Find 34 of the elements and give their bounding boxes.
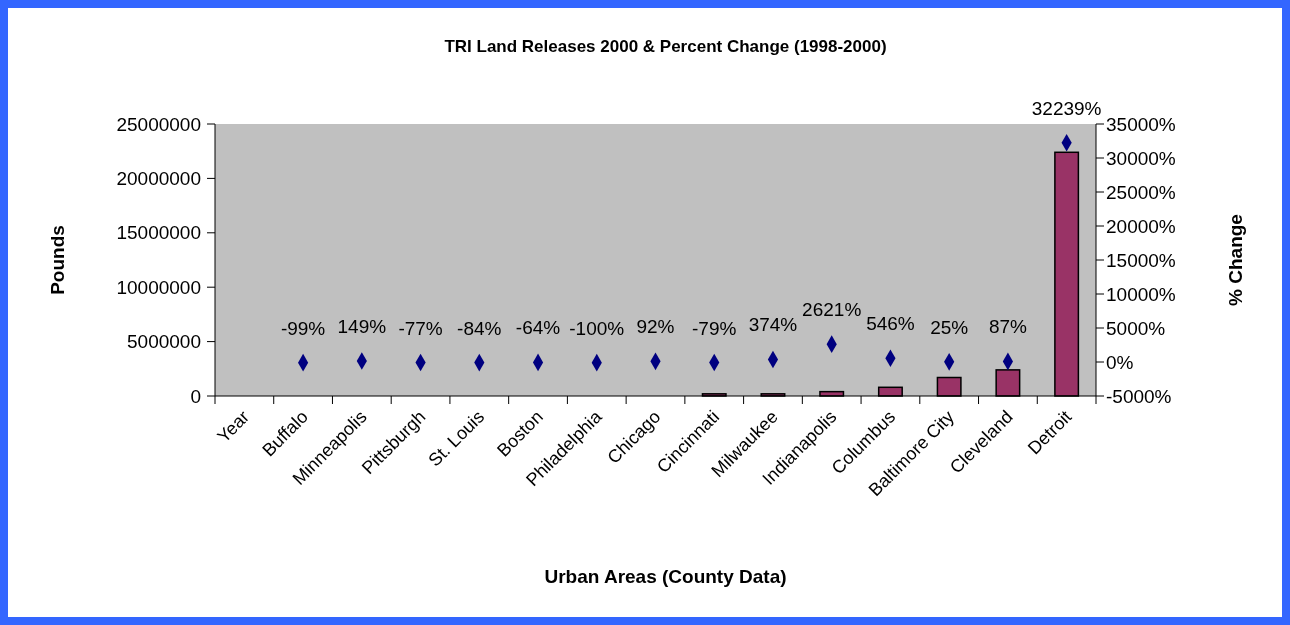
data-label: 149% bbox=[337, 315, 387, 337]
y2-tick-label: 15000% bbox=[1106, 249, 1176, 271]
x-tick-label: Year bbox=[213, 406, 254, 447]
x-axis-title: Urban Areas (County Data) bbox=[544, 566, 787, 587]
data-label: 546% bbox=[866, 313, 915, 335]
data-label: -100% bbox=[569, 317, 625, 339]
y2-tick-label: 35000% bbox=[1106, 113, 1176, 135]
data-label: 374% bbox=[748, 314, 798, 336]
y2-tick-label: 25000% bbox=[1106, 181, 1176, 203]
data-label: -99% bbox=[280, 317, 326, 339]
y-tick-label: 0 bbox=[190, 385, 201, 407]
data-label: 25% bbox=[930, 316, 969, 338]
data-label: -77% bbox=[398, 317, 443, 339]
data-label: 92% bbox=[636, 316, 675, 338]
y2-axis-title: % Change bbox=[1225, 214, 1246, 306]
data-label: 87% bbox=[988, 316, 1028, 338]
data-label: -64% bbox=[515, 317, 561, 339]
y2-tick-label: -5000% bbox=[1106, 385, 1172, 407]
data-label: -84% bbox=[457, 317, 502, 339]
y2-tick-label: 10000% bbox=[1106, 283, 1176, 305]
data-label: 32239% bbox=[1031, 97, 1102, 119]
y2-tick-label: 5000% bbox=[1106, 317, 1166, 339]
y-axis-title: Pounds bbox=[47, 225, 68, 295]
y-tick-label: 15000000 bbox=[116, 222, 201, 244]
data-label: 2621% bbox=[802, 299, 862, 321]
y2-tick-label: 0% bbox=[1106, 351, 1134, 373]
y-tick-label: 25000000 bbox=[116, 113, 201, 135]
y-tick-label: 5000000 bbox=[127, 331, 201, 353]
y-tick-label: 20000000 bbox=[116, 168, 201, 190]
y2-tick-label: 20000% bbox=[1106, 215, 1176, 237]
y-tick-label: 10000000 bbox=[116, 276, 201, 298]
data-label: -79% bbox=[692, 317, 737, 339]
chart-title: TRI Land Releases 2000 & Percent Change (1998-2000) bbox=[444, 37, 887, 56]
y2-tick-label: 30000% bbox=[1106, 147, 1176, 169]
